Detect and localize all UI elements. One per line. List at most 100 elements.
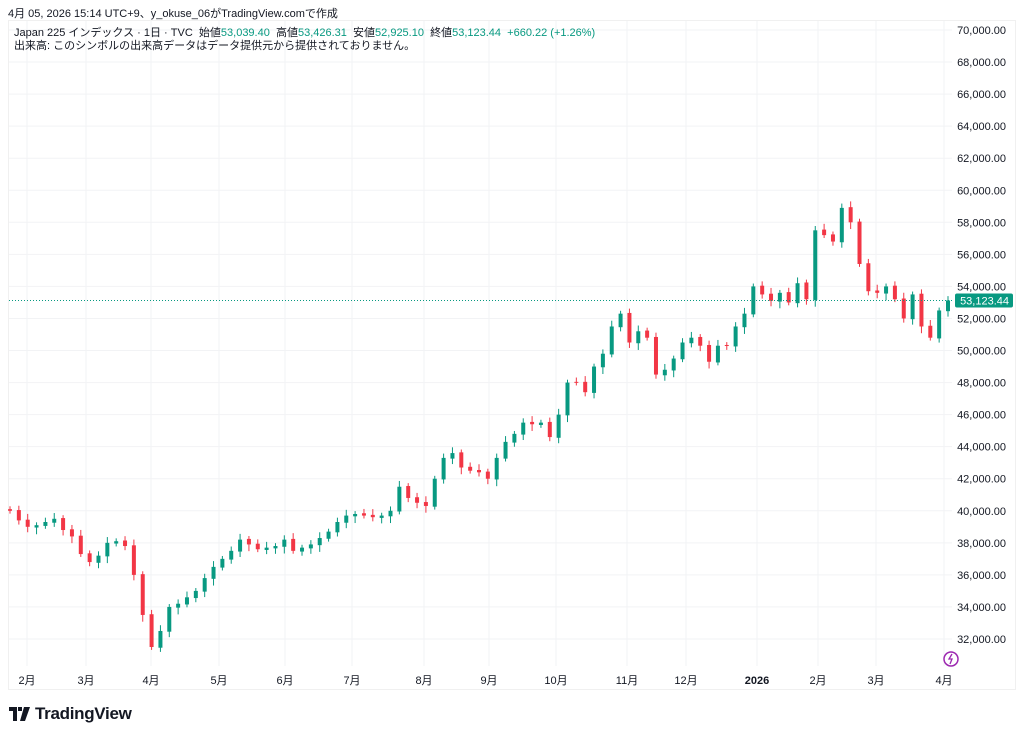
y-tick-label: 52,000.00: [957, 313, 1006, 325]
y-tick-label: 64,000.00: [957, 121, 1006, 133]
x-tick-label: 4月: [935, 675, 952, 687]
y-tick-label: 46,000.00: [957, 410, 1006, 422]
candle-body: [468, 466, 473, 471]
open-value: 53,039.40: [220, 27, 270, 39]
candle-body: [592, 366, 597, 393]
candle-body: [415, 497, 420, 503]
x-tick-label: 8月: [415, 675, 432, 687]
close-value: 53,123.44: [452, 27, 502, 39]
x-tick-label: 3月: [77, 675, 94, 687]
candle-body: [698, 336, 703, 346]
x-tick-label: 9月: [480, 675, 497, 687]
candle-body: [105, 542, 110, 557]
high-label: 高値: [275, 27, 298, 39]
candle-body: [123, 540, 128, 547]
candle-body: [211, 566, 216, 579]
candle-body: [388, 510, 393, 517]
candle-body: [335, 521, 340, 533]
x-tick-label: 6月: [276, 675, 293, 687]
candlestick-chart[interactable]: 70,000.00 68,000.00 66,000.00 64,000.00 62,0…: [0, 0, 1024, 700]
x-tick-label: 2月: [809, 675, 826, 687]
candle-body: [220, 558, 225, 568]
candle-body: [866, 263, 871, 292]
y-tick-label: 34,000.00: [957, 602, 1006, 614]
candle-body: [34, 525, 39, 528]
candle-body: [830, 234, 835, 242]
candle-body: [574, 381, 579, 383]
candle-body: [96, 555, 101, 563]
candle-body: [733, 326, 738, 347]
candle-body: [16, 510, 21, 521]
volume-note: 出来高: このシンボルの出来高データはデータ提供元から提供されておりません。: [14, 40, 416, 52]
candle-body: [946, 300, 950, 312]
lightning-icon: [943, 651, 959, 667]
candle-body: [671, 358, 676, 371]
candle-body: [618, 313, 623, 328]
candle-body: [43, 521, 48, 526]
candle-body: [742, 313, 747, 328]
last-price-badge: [955, 293, 1013, 308]
candle-body: [61, 518, 66, 531]
x-tick-label: 3月: [867, 675, 884, 687]
candle-body: [795, 283, 800, 304]
y-tick-label: 58,000.00: [957, 217, 1006, 229]
logo-text: TradingView: [35, 704, 132, 723]
y-tick-label: 38,000.00: [957, 538, 1006, 550]
candle-body: [875, 290, 880, 293]
candle-body: [477, 469, 481, 473]
symbol-name: Japan 225 インデックス · 1日 · TVC: [14, 27, 193, 39]
candle-body: [769, 293, 774, 301]
candle-body: [530, 421, 535, 425]
candle-body: [423, 502, 428, 506]
x-tick-label: 2026: [745, 675, 769, 687]
candle-body: [282, 539, 287, 547]
candle-body: [839, 207, 844, 243]
y-tick-label: 56,000.00: [957, 249, 1006, 261]
candle-body: [78, 535, 83, 555]
candle-body: [344, 515, 349, 523]
candle-body: [167, 606, 172, 632]
candle-body: [379, 515, 384, 518]
x-tick-label: 11月: [616, 675, 638, 687]
candle-body: [264, 547, 269, 550]
candle-body: [724, 344, 729, 346]
candle-body: [8, 509, 12, 511]
candle-body: [848, 207, 853, 223]
candle-body: [370, 514, 375, 518]
candle-body: [140, 574, 145, 615]
candle-body: [822, 229, 827, 236]
candle-body: [600, 353, 605, 368]
candle-body: [87, 553, 92, 563]
candle-body: [397, 486, 402, 512]
y-tick-label: 44,000.00: [957, 442, 1006, 454]
x-tick-label: 5月: [210, 675, 227, 687]
candle-body: [176, 603, 181, 608]
candle-body: [353, 513, 358, 517]
chart-frame: [8, 20, 1016, 690]
y-tick-label: 36,000.00: [957, 570, 1006, 582]
candle-body: [813, 230, 818, 300]
candle-body: [556, 414, 561, 438]
low-value: 52,925.10: [375, 27, 424, 39]
candle-body: [229, 550, 234, 560]
low-label: 安値: [353, 27, 376, 39]
x-tick-label: 10月: [544, 675, 567, 687]
y-tick-label: 42,000.00: [957, 474, 1006, 486]
candle-body: [193, 590, 198, 599]
candle-body: [680, 342, 685, 360]
candle-body: [52, 518, 57, 523]
candle-body: [689, 337, 694, 344]
candle-body: [459, 452, 464, 468]
x-tick-label: 4月: [142, 675, 159, 687]
candle-body: [653, 336, 658, 375]
candle-body: [565, 382, 570, 416]
candle-body: [583, 381, 588, 393]
x-tick-label: 2月: [18, 675, 35, 687]
candle-body: [627, 312, 632, 343]
candle-body: [158, 630, 163, 648]
candle-body: [645, 330, 650, 338]
candle-body: [777, 292, 782, 302]
tradingview-logo[interactable]: TradingView: [9, 704, 132, 724]
y-tick-label: 66,000.00: [957, 89, 1006, 101]
candle-body: [308, 544, 313, 549]
